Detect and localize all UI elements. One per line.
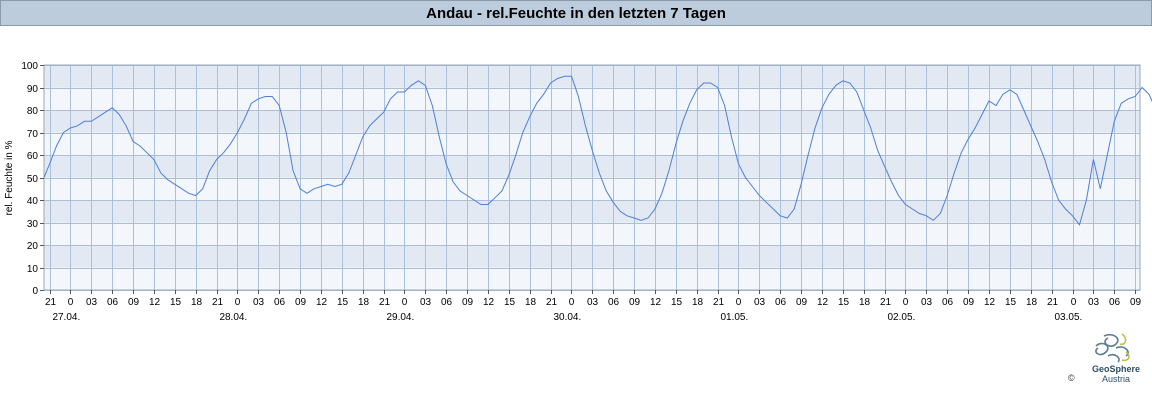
x-tick-label: 18 bbox=[358, 297, 370, 308]
x-tick-label: 06 bbox=[274, 297, 286, 308]
x-tick-label: 06 bbox=[1109, 297, 1121, 308]
x-tick-label: 21 bbox=[212, 297, 224, 308]
x-tick-label: 12 bbox=[817, 297, 829, 308]
x-tick-label: 09 bbox=[796, 297, 808, 308]
x-tick-label: 12 bbox=[316, 297, 328, 308]
day-label: 30.04. bbox=[553, 312, 581, 323]
day-label: 27.04. bbox=[52, 312, 80, 323]
x-tick-label: 0 bbox=[235, 297, 241, 308]
day-label: 03.05. bbox=[1055, 312, 1083, 323]
x-tick-label: 03 bbox=[420, 297, 432, 308]
chart-title: Andau - rel.Feuchte in den letzten 7 Tag… bbox=[0, 0, 1152, 26]
x-tick-label: 09 bbox=[1130, 297, 1142, 308]
x-tick-label: 18 bbox=[525, 297, 537, 308]
y-tick-label: 60 bbox=[27, 151, 39, 162]
x-tick-label: 12 bbox=[149, 297, 161, 308]
x-tick-label: 21 bbox=[1047, 297, 1059, 308]
x-tick-label: 18 bbox=[859, 297, 871, 308]
horizontal-grid bbox=[44, 65, 1140, 291]
logo-subtitle: Austria bbox=[1101, 374, 1130, 384]
y-tick-label: 20 bbox=[27, 241, 39, 252]
x-tick-label: 03 bbox=[86, 297, 98, 308]
humidity-series-line bbox=[43, 75, 1152, 226]
vertical-grid bbox=[50, 65, 1136, 290]
x-tick-label: 12 bbox=[483, 297, 495, 308]
x-tick-label: 03 bbox=[754, 297, 766, 308]
x-tick-label: 09 bbox=[128, 297, 140, 308]
x-tick-label: 12 bbox=[984, 297, 996, 308]
x-tick-label: 12 bbox=[650, 297, 662, 308]
x-tick-label: 0 bbox=[569, 297, 575, 308]
x-tick-label: 0 bbox=[1071, 297, 1077, 308]
x-tick-label: 15 bbox=[1005, 297, 1017, 308]
day-labels: 27.04. 28.04. 29.04. 30.04. 01.05. 02.05. 03.0… bbox=[52, 312, 1083, 323]
day-label: 29.04. bbox=[386, 312, 414, 323]
x-tick-label: 18 bbox=[1026, 297, 1038, 308]
x-tick-label: 15 bbox=[337, 297, 349, 308]
x-tick-label: 0 bbox=[736, 297, 742, 308]
x-tick-label: 03 bbox=[587, 297, 599, 308]
x-tick-label: 06 bbox=[608, 297, 620, 308]
x-tick-label: 03 bbox=[253, 297, 265, 308]
x-axis-ticks: 21 0 03 06 09 12 15 18 21 0 03 06 09 12 15 18 21 0 03 06 09 1… bbox=[45, 290, 1142, 308]
x-tick-label: 18 bbox=[692, 297, 704, 308]
x-tick-label: 09 bbox=[629, 297, 641, 308]
x-tick-label: 21 bbox=[713, 297, 725, 308]
y-tick-label: 70 bbox=[27, 129, 39, 140]
y-tick-label: 90 bbox=[27, 84, 39, 95]
x-tick-label: 21 bbox=[880, 297, 892, 308]
x-tick-label: 03 bbox=[1088, 297, 1100, 308]
y-tick-label: 30 bbox=[27, 219, 39, 230]
y-axis-ticks: 0 10 20 30 40 50 60 70 80 90 100 bbox=[21, 61, 44, 297]
x-tick-label: 06 bbox=[441, 297, 453, 308]
x-tick-label: 06 bbox=[942, 297, 954, 308]
y-tick-label: 10 bbox=[27, 264, 39, 275]
x-tick-label: 06 bbox=[775, 297, 787, 308]
y-tick-label: 100 bbox=[21, 61, 38, 72]
x-tick-label: 09 bbox=[295, 297, 307, 308]
x-tick-label: 18 bbox=[191, 297, 203, 308]
x-tick-label: 21 bbox=[379, 297, 391, 308]
y-tick-label: 0 bbox=[32, 286, 38, 297]
geosphere-logo-icon bbox=[1095, 333, 1130, 363]
y-tick-label: 50 bbox=[27, 174, 39, 185]
logo-name: GeoSphere bbox=[1091, 364, 1140, 374]
y-tick-label: 40 bbox=[27, 196, 39, 207]
x-tick-label: 21 bbox=[45, 297, 57, 308]
x-tick-label: 0 bbox=[903, 297, 909, 308]
x-tick-label: 15 bbox=[170, 297, 182, 308]
x-tick-label: 15 bbox=[838, 297, 850, 308]
x-tick-label: 06 bbox=[107, 297, 119, 308]
x-tick-label: 21 bbox=[546, 297, 558, 308]
x-tick-label: 09 bbox=[963, 297, 975, 308]
day-label: 28.04. bbox=[219, 312, 247, 323]
x-tick-label: 03 bbox=[921, 297, 933, 308]
day-label: 02.05. bbox=[887, 312, 915, 323]
x-tick-label: 15 bbox=[504, 297, 516, 308]
y-tick-label: 80 bbox=[27, 106, 39, 117]
x-tick-label: 0 bbox=[402, 297, 408, 308]
x-tick-label: 0 bbox=[68, 297, 74, 308]
x-tick-label: 15 bbox=[671, 297, 683, 308]
copyright-mark: © bbox=[1068, 373, 1075, 383]
y-axis-title: rel. Feuchte in % bbox=[4, 140, 15, 215]
day-label: 01.05. bbox=[720, 312, 748, 323]
x-tick-label: 09 bbox=[462, 297, 474, 308]
